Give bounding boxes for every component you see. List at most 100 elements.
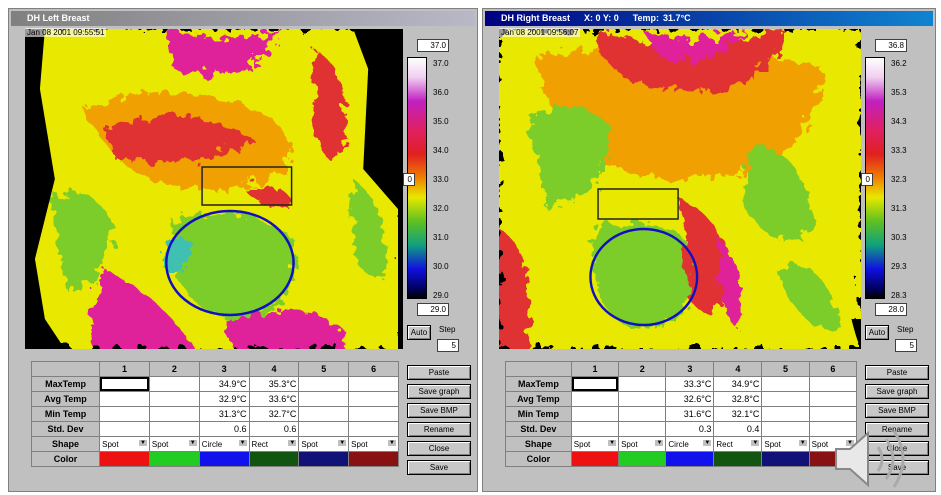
column-header: 4	[713, 361, 763, 377]
scale-label: 37.0	[433, 59, 449, 68]
stats-cell	[99, 406, 150, 422]
stats-row: Avg Temp 32.6°C 32.8°C	[505, 391, 858, 407]
shape-dropdown[interactable]: Rect	[716, 440, 760, 449]
row-label: Shape	[30, 436, 101, 452]
stats-row: Std. Dev 0.3 0.4	[505, 421, 858, 437]
corner-cell	[505, 361, 572, 377]
stats-row: Color	[505, 451, 858, 467]
heat-region	[164, 237, 195, 272]
shape-dropdown[interactable]: Rect	[252, 440, 297, 449]
color-swatch[interactable]	[248, 451, 300, 467]
color-swatch[interactable]	[99, 451, 150, 467]
step-value[interactable]: 5	[895, 339, 917, 352]
action-button[interactable]: Paste	[407, 365, 471, 380]
cell-value: 32.1°C	[731, 409, 760, 419]
color-swatch[interactable]	[713, 451, 763, 467]
stats-cell	[618, 376, 667, 392]
stats-cell: 0.3	[665, 421, 715, 437]
shape-dropdown[interactable]: Spot	[574, 440, 617, 449]
stats-cell	[570, 421, 620, 437]
color-swatch[interactable]	[198, 451, 250, 467]
shape-dropdown[interactable]: Spot	[764, 440, 807, 449]
stats-row: Min Temp 31.6°C 32.1°C	[505, 406, 858, 422]
stats-cell: 31.6°C	[665, 406, 715, 422]
stats-cell: Spot	[618, 436, 667, 452]
color-swatch[interactable]	[618, 451, 667, 467]
stats-cell	[761, 376, 810, 392]
auto-button[interactable]: Auto	[407, 325, 431, 340]
column-header: 4	[248, 361, 300, 377]
color-swatch[interactable]	[570, 451, 620, 467]
shape-dropdown[interactable]: Spot	[301, 440, 346, 449]
speaker-icon[interactable]	[830, 425, 910, 493]
stats-cell: Spot	[570, 436, 620, 452]
action-button[interactable]: Save BMP	[865, 403, 929, 418]
shape-dropdown[interactable]: Circle	[202, 440, 247, 449]
color-swatch[interactable]	[348, 451, 399, 467]
action-button[interactable]: Save BMP	[407, 403, 471, 418]
heat-region	[775, 265, 842, 331]
shape-dropdown[interactable]: Spot	[102, 440, 147, 449]
color-swatch[interactable]	[761, 451, 810, 467]
stats-cell: 0.6	[198, 421, 250, 437]
stats-cell: 32.9°C	[198, 391, 250, 407]
action-button[interactable]: Save	[407, 460, 471, 475]
stats-cell	[808, 376, 858, 392]
window-title: DH Right Breast	[501, 13, 571, 23]
stats-cell	[298, 376, 350, 392]
row-label: MaxTemp	[505, 376, 572, 392]
action-button[interactable]: Paste	[865, 365, 929, 380]
scale-label: 30.3	[891, 233, 907, 242]
step-value[interactable]: 5	[437, 339, 459, 352]
stats-table: 1 2 3 4 5 6 MaxTemp 34.9°C 35.3°C Avg Temp 32.9°C 3…	[30, 361, 399, 467]
heat-region	[104, 116, 254, 162]
shape-dropdown[interactable]: Spot	[812, 440, 855, 449]
stats-cell: 32.1°C	[713, 406, 763, 422]
roi-rect	[597, 188, 679, 220]
shape-dropdown[interactable]: Spot	[152, 440, 197, 449]
action-button[interactable]: Save graph	[407, 384, 471, 399]
color-swatch[interactable]	[665, 451, 715, 467]
stats-cell	[618, 406, 667, 422]
auto-button[interactable]: Auto	[865, 325, 889, 340]
shape-dropdown[interactable]: Spot	[351, 440, 396, 449]
stats-cell: Spot	[99, 436, 150, 452]
stats-row: Min Temp 31.3°C 32.7°C	[30, 406, 399, 422]
cell-value: 31.6°C	[683, 409, 712, 419]
shape-dropdown[interactable]: Spot	[621, 440, 664, 449]
scale-min[interactable]: 28.0	[875, 303, 907, 316]
stats-cell: Circle	[198, 436, 250, 452]
cell-value: 0.6	[234, 424, 247, 434]
cell-value: 34.9°C	[731, 379, 760, 389]
scale-label: 32.3	[891, 175, 907, 184]
stats-cell: 34.9°C	[713, 376, 763, 392]
stats-cell: Spot	[761, 436, 810, 452]
color-swatch[interactable]	[298, 451, 350, 467]
action-button[interactable]: Rename	[407, 422, 471, 437]
scale-max[interactable]: 36.8	[875, 39, 907, 52]
scale-label: 34.0	[433, 146, 449, 155]
scale-max[interactable]: 37.0	[417, 39, 449, 52]
stats-cell: 32.6°C	[665, 391, 715, 407]
action-button[interactable]: Close	[407, 441, 471, 456]
heat-region	[718, 239, 740, 329]
scale-min[interactable]: 29.0	[417, 303, 449, 316]
stats-cell	[761, 406, 810, 422]
column-header: 2	[618, 361, 667, 377]
thermal-window: DH Right Breast X: 0 Y: 0 Temp: 31.7°C Jan 0…	[482, 8, 936, 492]
scale-label: 33.0	[433, 175, 449, 184]
stats-cell	[99, 391, 150, 407]
thermal-window: DH Left Breast Jan 08 2001 09:55:51 37.0 37…	[8, 8, 478, 492]
stats-cell: 34.9°C	[198, 376, 250, 392]
action-button[interactable]: Save graph	[865, 384, 929, 399]
roi-circle	[165, 209, 295, 317]
cell-value: 32.6°C	[683, 394, 712, 404]
color-swatch[interactable]	[148, 451, 200, 467]
shape-dropdown[interactable]: Circle	[668, 440, 712, 449]
scale-label: 32.0	[433, 204, 449, 213]
scale-label: 36.0	[433, 88, 449, 97]
row-label: MaxTemp	[30, 376, 101, 392]
stats-cell: 32.7°C	[248, 406, 300, 422]
column-header: 1	[570, 361, 620, 377]
